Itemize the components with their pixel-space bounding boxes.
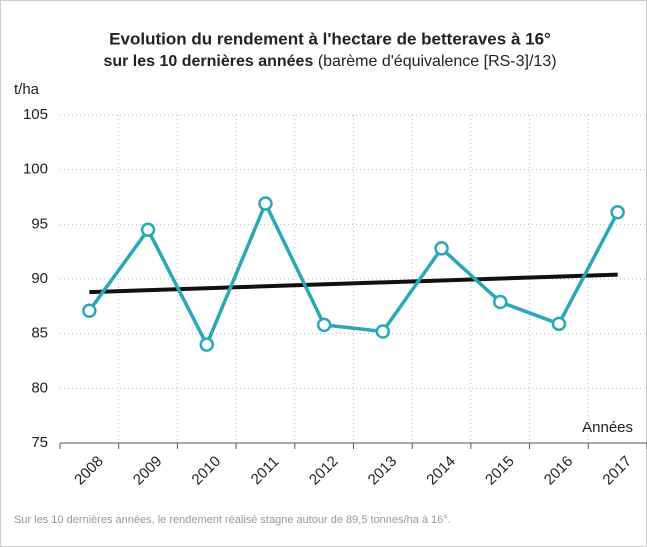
- y-label: t/ha: [14, 81, 40, 98]
- point: [375, 324, 391, 339]
- point: [316, 317, 332, 333]
- point: [82, 303, 97, 318]
- y-tick-label: 80: [31, 379, 48, 396]
- subtitle-bold: sur les 10 dernières années: [103, 53, 313, 70]
- footnote: Sur les 10 dernières années, le rendemen…: [14, 514, 451, 526]
- series-line: [87, 201, 620, 347]
- y-tick-label: 100: [23, 161, 48, 178]
- point: [434, 241, 449, 256]
- point: [493, 294, 508, 310]
- point: [140, 222, 156, 238]
- point: [199, 337, 214, 352]
- y-tick-label: 90: [31, 270, 48, 287]
- y-tick-label: 75: [31, 434, 48, 451]
- y-tick-label: 105: [23, 106, 48, 123]
- point: [610, 205, 625, 220]
- subtitle: (barème d'équivalence [RS-3]/13): [318, 53, 557, 70]
- chart-title: Evolution du rendement à l'hectare de be…: [109, 29, 551, 48]
- y-tick-label: 95: [31, 215, 48, 232]
- point: [551, 316, 567, 332]
- x-label: Années: [582, 419, 633, 436]
- y-tick-label: 85: [31, 325, 48, 342]
- point: [258, 196, 273, 211]
- chart-subtitle: sur les 10 dernières années (barème d'éq…: [103, 53, 556, 70]
